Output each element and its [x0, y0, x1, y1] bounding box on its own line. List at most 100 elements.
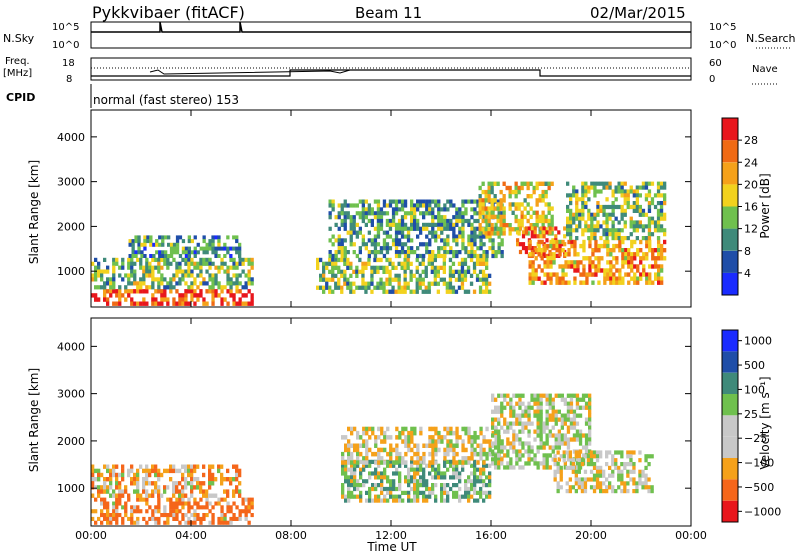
range-gate-cell	[484, 206, 488, 211]
range-gate-cell	[578, 437, 583, 442]
range-gate-cell	[154, 472, 158, 478]
range-gate-cell	[367, 211, 371, 216]
range-gate-cell	[605, 204, 609, 210]
range-gate-cell	[368, 490, 372, 495]
range-gate-cell	[106, 489, 110, 494]
range-gate-cell	[355, 203, 359, 208]
range-gate-cell	[482, 242, 486, 247]
range-gate-cell	[449, 250, 453, 255]
range-gate-cell	[433, 281, 437, 286]
range-gate-cell	[328, 261, 332, 266]
range-gate-cell	[404, 451, 408, 457]
range-gate-cell	[584, 401, 589, 406]
range-gate-cell	[344, 471, 348, 476]
range-gate-cell	[220, 516, 224, 521]
range-gate-cell	[334, 257, 338, 263]
range-gate-cell	[127, 261, 131, 266]
range-gate-cell	[464, 246, 468, 251]
range-gate-cell	[407, 490, 411, 495]
range-gate-cell	[518, 405, 522, 410]
range-gate-cell	[172, 273, 176, 278]
range-gate-cell	[467, 439, 471, 444]
range-gate-cell	[572, 437, 577, 442]
range-gate-cell	[187, 254, 191, 258]
range-gate-cell	[166, 281, 170, 286]
range-gate-cell	[539, 401, 543, 406]
range-gate-cell	[554, 409, 558, 414]
range-gate-cell	[403, 281, 407, 286]
range-gate-cell	[592, 462, 597, 467]
range-gate-cell	[541, 181, 545, 186]
x-tick-label: 16:00	[475, 529, 507, 542]
range-gate-cell	[431, 199, 435, 204]
range-gate-cell	[376, 226, 381, 231]
range-gate-cell	[473, 199, 477, 204]
range-gate-cell	[572, 212, 576, 217]
range-gate-cell	[169, 505, 173, 510]
range-gate-cell	[514, 189, 518, 195]
range-gate-cell	[499, 227, 503, 232]
range-gate-cell	[552, 256, 556, 261]
range-gate-cell	[542, 393, 546, 398]
range-gate-cell	[464, 483, 468, 488]
range-gate-cell	[403, 265, 407, 270]
range-gate-cell	[521, 445, 525, 450]
range-gate-cell	[633, 256, 637, 261]
range-gate-cell	[428, 426, 432, 432]
range-gate-cell	[199, 505, 203, 510]
range-gate-cell	[413, 475, 417, 480]
range-gate-cell	[559, 473, 563, 478]
range-gate-cell	[130, 269, 134, 274]
time-axis: 00:00 04:00 08:00 12:00 16:00 20:00 00:00	[75, 110, 707, 542]
range-gate-cell	[413, 443, 417, 448]
range-gate-cell	[455, 238, 459, 243]
range-gate-cell	[656, 236, 661, 241]
range-gate-cell	[627, 260, 631, 265]
range-gate-cell	[343, 246, 347, 251]
range-gate-cell	[527, 433, 531, 438]
range-gate-cell	[482, 447, 486, 453]
range-gate-cell	[235, 265, 239, 270]
range-gate-cell	[362, 467, 366, 472]
range-gate-cell	[229, 509, 233, 514]
range-gate-cell	[154, 468, 158, 474]
range-gate-cell	[660, 276, 664, 281]
range-gate-cell	[603, 272, 607, 277]
range-gate-cell	[494, 453, 498, 458]
range-gate-cell	[349, 285, 353, 290]
range-gate-cell	[196, 505, 200, 510]
range-gate-cell	[581, 208, 585, 213]
range-gate-cell	[656, 212, 661, 217]
range-gate-cell	[407, 435, 411, 440]
range-gate-cell	[656, 189, 661, 194]
range-gate-cell	[103, 513, 107, 518]
range-gate-cell	[505, 223, 509, 228]
range-gate-cell	[407, 467, 411, 472]
range-gate-cell	[184, 513, 188, 518]
range-gate-cell	[584, 421, 589, 426]
range-gate-cell	[599, 465, 603, 470]
range-gate-cell	[609, 272, 613, 277]
range-gate-cell	[599, 224, 603, 229]
range-gate-cell	[532, 189, 536, 195]
power-feature	[128, 235, 242, 258]
range-gate-cell	[431, 463, 435, 468]
range-gate-cell	[466, 289, 471, 294]
range-gate-cell	[458, 498, 462, 503]
range-gate-cell	[419, 475, 423, 480]
range-gate-cell	[418, 277, 422, 282]
range-gate-cell	[485, 261, 489, 266]
range-gate-cell	[365, 498, 369, 503]
range-gate-cell	[439, 265, 443, 270]
range-gate-cell	[575, 465, 580, 470]
range-gate-cell	[503, 393, 507, 398]
range-gate-cell	[421, 257, 425, 263]
range-gate-cell	[548, 417, 552, 422]
range-gate-cell	[407, 475, 411, 480]
range-gate-cell	[606, 248, 610, 253]
range-gate-cell	[437, 207, 441, 212]
range-gate-cell	[461, 215, 465, 220]
range-gate-cell	[196, 265, 200, 270]
range-gate-cell	[659, 228, 664, 233]
range-gate-cell	[214, 235, 218, 240]
